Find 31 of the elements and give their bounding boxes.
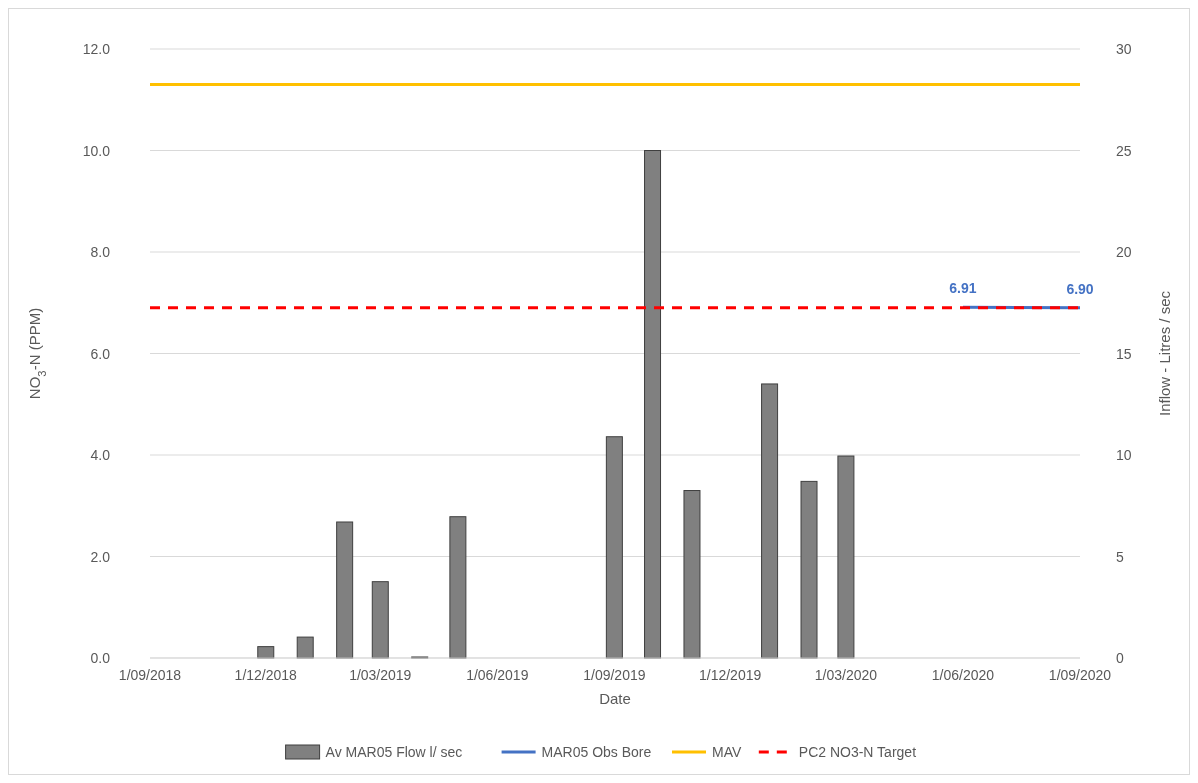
y-tick-label: 10.0 [82,142,111,159]
legend-label: MAV [712,744,742,760]
x-tick-label: 1/09/2018 [118,667,182,683]
x-tick-label: 1/09/2019 [583,667,646,683]
x-tick-label: 1/06/2019 [466,667,529,683]
y2-tick-label: 20 [1116,244,1132,260]
y-tick-label: 4.0 [90,447,111,463]
data-label: 6.91 [949,280,977,297]
y2-tick-label: 30 [1116,41,1132,57]
y-tick-label: 8.0 [90,244,111,260]
x-tick-label: 1/12/2018 [234,667,298,683]
y2-tick-label: 5 [1116,548,1124,565]
y-tick-label: 6.0 [90,345,111,362]
x-tick-label: 1/06/2020 [931,667,995,683]
legend-label: Av MAR05 Flow l/ sec [325,744,463,760]
x-tick-label: 1/03/2019 [349,667,412,683]
y-tick-label: 2.0 [90,548,111,565]
x-tick-label: 1/03/2020 [814,667,878,683]
y2-tick-label: 25 [1116,142,1132,159]
x-axis-title: Date [599,690,631,707]
x-tick-label: 1/09/2020 [1048,667,1112,683]
y2-axis-title: Inflow - Litres / sec [1156,290,1173,417]
legend-label: MAR05 Obs Bore [541,744,652,760]
y2-tick-label: 10 [1116,447,1132,463]
data-label: 6.90 [1066,280,1094,297]
y2-tick-label: 0 [1116,650,1124,666]
y-tick-label: 12.0 [82,41,111,57]
legend-label: PC2 NO3-N Target [798,744,917,760]
y-tick-label: 0.0 [90,650,111,666]
x-tick-label: 1/12/2019 [698,667,762,683]
y2-tick-label: 15 [1116,345,1132,362]
